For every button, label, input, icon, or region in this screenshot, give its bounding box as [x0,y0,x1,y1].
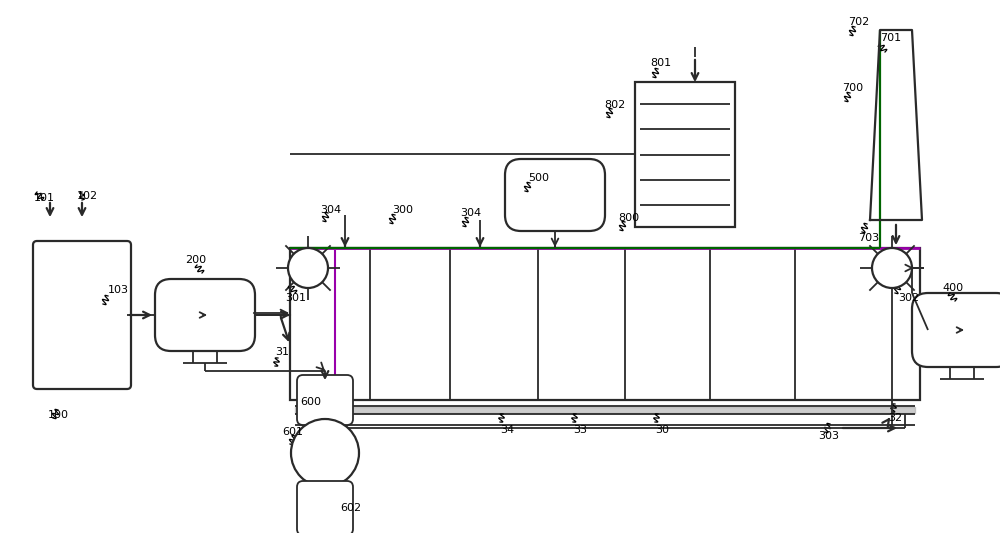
Circle shape [872,248,912,288]
Text: 302: 302 [898,293,919,303]
Text: 802: 802 [604,100,625,110]
Circle shape [291,419,359,487]
Text: 700: 700 [842,83,863,93]
Bar [290,248,920,400]
Text: 30: 30 [655,425,669,435]
Text: 200: 200 [185,255,206,265]
Text: 32: 32 [888,413,902,423]
Text: 303: 303 [818,431,839,441]
Text: 34: 34 [500,425,514,435]
Circle shape [288,248,328,288]
Text: 101: 101 [34,193,55,203]
Text: 33: 33 [573,425,587,435]
FancyBboxPatch shape [297,375,353,425]
Text: 800: 800 [618,213,639,223]
Text: 602: 602 [340,503,361,513]
Text: 102: 102 [77,191,98,201]
Text: 301: 301 [285,293,306,303]
Text: 103: 103 [108,285,129,295]
Text: 703: 703 [858,233,879,243]
FancyBboxPatch shape [155,279,255,351]
Text: 600: 600 [300,397,321,407]
Text: 100: 100 [48,410,69,420]
Text: 304: 304 [460,208,481,218]
Text: 601: 601 [282,427,303,437]
Text: 500: 500 [528,173,549,183]
FancyBboxPatch shape [33,241,131,389]
Text: 801: 801 [650,58,671,68]
Text: 304: 304 [320,205,341,215]
FancyBboxPatch shape [505,159,605,231]
FancyBboxPatch shape [912,293,1000,367]
Text: 400: 400 [942,283,963,293]
Text: 300: 300 [392,205,413,215]
Text: 702: 702 [848,17,869,27]
Text: 31: 31 [275,347,289,357]
Text: 701: 701 [880,33,901,43]
FancyBboxPatch shape [297,481,353,533]
Bar [635,82,735,227]
